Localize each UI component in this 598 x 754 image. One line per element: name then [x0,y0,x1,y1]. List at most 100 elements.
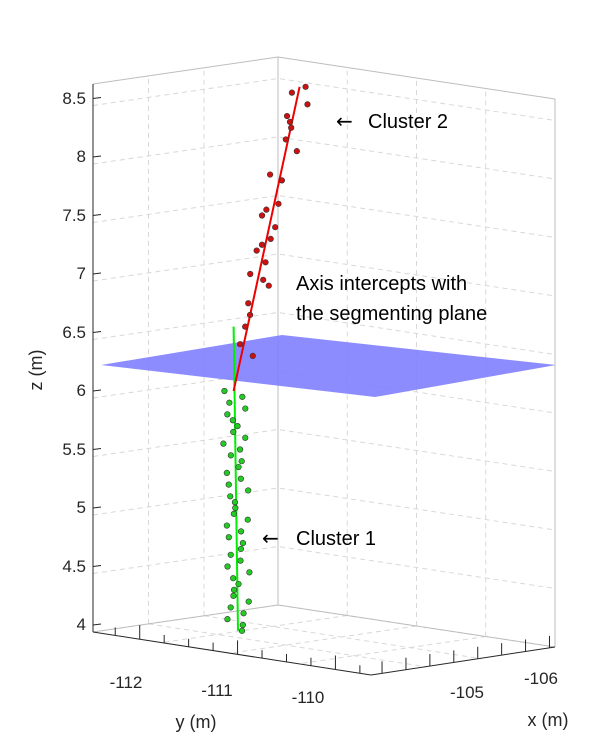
z-tick-labels: 4 4.5 5 5.5 6 6.5 7 7.5 8 8.5 [62,89,86,634]
cluster-1-point [223,469,230,477]
cluster-1-point [244,516,251,523]
cluster-1-point [224,563,231,570]
cluster-2-point [267,235,274,242]
cluster-1-point [221,387,228,395]
cluster-1-point [245,598,252,605]
cluster-1-label: Cluster 1 [296,528,376,550]
cluster-2-point [258,241,266,248]
cluster-2-point [242,323,249,330]
cluster-1-point [225,481,232,488]
z-tick [92,623,102,626]
floor-gridline [203,615,483,660]
cluster-2-point [265,282,272,289]
floor-gridline [300,636,486,664]
z-gridline [92,487,556,531]
z-gridline [92,428,556,472]
tick-marks [92,97,550,674]
y-axis-line [92,631,372,676]
floor-gridline [148,623,427,668]
plane-annotation-line-2: the segmenting plane [296,303,487,325]
cluster-1-point [223,522,230,529]
cluster-2-point [293,148,300,155]
y-tick-label: -112 [110,673,143,692]
cluster-2-point [245,300,252,307]
z-tick [92,214,102,216]
cluster-axis-lines [232,86,301,631]
cluster-2-point [272,224,279,231]
box-back-floor-edge [92,604,556,648]
cluster-1-point [235,463,242,471]
z-tick [92,506,102,509]
cluster-1-point [237,528,245,535]
z-gridline [92,136,556,180]
cluster-1-point [239,539,247,547]
cluster-1-point [235,580,242,588]
cluster-1-point [231,499,239,506]
cluster-2-axis-line [232,86,301,392]
cluster-1-point [227,493,234,500]
cluster-2-point [260,276,267,283]
cluster-2-arrow: ← [336,109,353,133]
cluster-2-point [247,270,254,278]
cluster-1-point [237,545,245,553]
cluster-2-point [246,311,254,319]
z-tick-label: 8.5 [62,89,86,108]
y-axis-label: y (m) [176,712,217,732]
cluster-2-point [249,352,256,360]
y-tick-label: -110 [292,688,325,707]
cluster-2-point [266,171,274,178]
point-markers [220,83,311,634]
cluster-1-point [230,428,237,436]
segmenting-plane-surface [101,335,556,397]
cluster-1-point [227,551,234,558]
z-tick [92,272,102,275]
cluster-2-point [286,118,294,125]
cluster-1-point [245,487,252,494]
cluster-1-point [230,586,238,594]
z-gridline [92,253,556,297]
cluster-1-point [226,399,233,406]
z-tick-label: 6.5 [62,323,86,342]
z-gridline [92,194,556,238]
cluster-2-point [283,112,291,120]
cluster-1-point [242,405,249,412]
cluster-1-point [224,616,231,623]
segmenting-plane [101,335,556,397]
cluster-2-point [304,101,311,108]
z-tick-label: 5.5 [62,440,86,459]
cluster-1-point [236,446,244,453]
z-gridline [92,545,556,589]
z-tick [92,565,102,567]
z-gridline [92,370,556,414]
floor-gridline [231,625,417,654]
cluster-1-point [224,411,231,418]
x-axis-line [370,646,556,676]
cluster-2-point [282,136,289,143]
cluster-1-point [230,575,237,582]
cluster-1-point [227,604,234,611]
z-tick-label: 4.5 [62,557,86,576]
cluster-2-point [236,341,244,348]
cluster-1-point [239,621,246,629]
cluster-1-point [246,569,253,576]
grid [92,67,556,668]
floor-gridline [162,615,348,643]
cluster-1-point [229,417,236,424]
x-tick-label: -106 [524,669,558,688]
z-tick [92,331,102,333]
cluster-1-point [237,557,244,564]
z-tick [92,97,102,99]
y-tick-label: -111 [201,681,233,700]
z-tick [92,389,102,392]
plane-annotation-line-1: Axis intercepts with [296,273,467,295]
cluster-1-point [232,504,239,512]
cluster-1-point [230,592,237,599]
z-tick-label: 4 [77,615,86,634]
cluster-1-arrow: ← [262,526,279,550]
cluster-1-point [227,452,234,459]
cluster-2-point [302,83,309,90]
cluster-1-point [238,458,245,465]
z-tick-label: 6 [77,381,86,400]
z-tick [92,155,102,158]
